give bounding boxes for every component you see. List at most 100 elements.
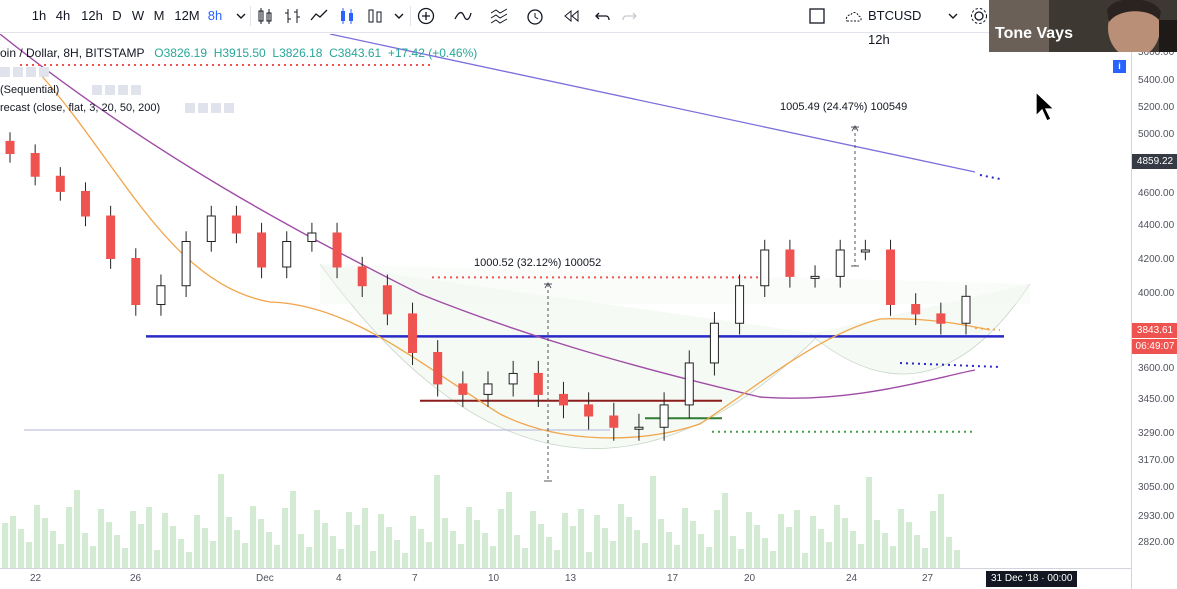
orange-dotted-extension	[974, 327, 1001, 331]
volume-bar	[482, 533, 488, 568]
interval-12h[interactable]: 12h	[81, 8, 103, 23]
volume-bar	[786, 527, 792, 568]
time-tick-label: 26	[130, 573, 142, 584]
layout-selector[interactable]: BTCUSD 12h	[868, 8, 922, 47]
candle-body	[961, 295, 971, 324]
volume-bar	[106, 522, 112, 568]
price-tick-label: 3050.00	[1138, 482, 1175, 493]
candle-body	[30, 153, 40, 177]
volume-bar	[490, 546, 496, 568]
price-tick-label: 3600.00	[1138, 363, 1175, 374]
add-indicator-icon[interactable]	[415, 5, 437, 27]
candle-body	[533, 372, 543, 395]
volume-bar	[122, 548, 128, 568]
candle-body	[231, 215, 241, 234]
time-tick-label: 27	[922, 573, 934, 584]
time-tick-label: 10	[488, 573, 500, 584]
candles-icon[interactable]	[254, 5, 276, 27]
volume-bar	[50, 531, 56, 568]
hollow-candles-icon[interactable]	[336, 5, 358, 27]
interval-m[interactable]: M	[153, 8, 165, 23]
measure-arrows-top	[851, 125, 859, 267]
volume-bar	[354, 525, 360, 568]
measure-label-mid: 1000.52 (32.12%) 100052	[474, 257, 602, 269]
replay-icon[interactable]	[560, 5, 582, 27]
volume-bar	[626, 517, 632, 568]
open-value: O3826.19	[154, 46, 208, 60]
volume-bar	[282, 508, 288, 568]
settings-box-icon[interactable]	[198, 103, 209, 114]
candle-body	[709, 322, 719, 364]
volume-bar	[234, 530, 240, 568]
indicators-icon[interactable]	[452, 5, 474, 27]
close-box-icon[interactable]	[118, 85, 129, 96]
more-box-icon[interactable]	[39, 67, 49, 78]
eye-icon[interactable]	[92, 85, 103, 96]
chevron-down-icon[interactable]	[942, 5, 964, 27]
alert-clock-icon[interactable]	[524, 5, 546, 27]
volume-bar	[146, 507, 152, 568]
more-box-icon[interactable]	[224, 103, 235, 114]
ma-blue-projection	[979, 174, 1001, 180]
indicator-legend-1[interactable]: (Sequential)	[0, 84, 144, 96]
close-box-icon[interactable]	[26, 67, 36, 78]
indicator-legend-2[interactable]: recast (close, flat, 3, 20, 50, 200)	[0, 102, 237, 114]
volume-bar	[378, 514, 384, 568]
candle-body	[785, 249, 795, 277]
interval-w[interactable]: W	[131, 8, 145, 23]
interval-12m[interactable]: 12M	[174, 8, 200, 23]
volume-bar	[554, 550, 560, 568]
volume-bar	[930, 511, 936, 568]
candle-body	[106, 215, 116, 259]
volume-bar	[34, 505, 40, 568]
chevron-down-icon[interactable]	[388, 5, 410, 27]
price-axis[interactable]: 5600.005400.005200.005000.004800.004600.…	[1131, 34, 1177, 589]
cloud-icon[interactable]	[842, 5, 864, 27]
volume-bar	[522, 548, 528, 568]
time-axis[interactable]: 31 Dec '18 · 00:00 22 26 Dec 4 7 10 13 17 20 24 27	[0, 568, 1131, 589]
last-price-label: 3843.61	[1132, 323, 1177, 338]
gear-icon[interactable]	[968, 5, 990, 27]
volume-bar	[402, 553, 408, 568]
info-icon[interactable]: i	[1113, 60, 1126, 73]
price-chart[interactable]	[0, 34, 1131, 568]
bars-icon[interactable]	[282, 5, 304, 27]
interval-1h[interactable]: 1h	[31, 8, 47, 23]
volume-bar	[18, 529, 24, 568]
interval-8h[interactable]: 8h	[207, 8, 223, 23]
fullscreen-icon[interactable]	[806, 5, 828, 27]
undo-icon[interactable]	[592, 5, 614, 27]
volume-bar	[722, 493, 728, 568]
volume-bar	[114, 535, 120, 568]
line-chart-icon[interactable]	[308, 5, 330, 27]
volume-bar	[858, 544, 864, 568]
redo-icon[interactable]	[618, 5, 640, 27]
settings-box-icon[interactable]	[105, 85, 116, 96]
eye-icon[interactable]	[185, 103, 196, 114]
legend-controls	[0, 66, 52, 78]
candle-body	[835, 249, 845, 277]
compare-icon[interactable]	[488, 5, 510, 27]
presenter-name: Tone Vays	[995, 25, 1073, 42]
interval-4h[interactable]: 4h	[55, 8, 71, 23]
volume-bar	[866, 477, 872, 568]
eye-icon[interactable]	[0, 67, 10, 78]
volume-bar	[498, 509, 504, 568]
volume-bar	[850, 531, 856, 568]
chart-style-icon[interactable]	[364, 5, 386, 27]
chevron-down-icon[interactable]	[230, 5, 252, 27]
volume-bar	[242, 543, 248, 568]
more-box-icon[interactable]	[131, 85, 142, 96]
price-tick-label: 2930.00	[1138, 511, 1175, 522]
volume-bar	[458, 544, 464, 568]
volume-bar	[826, 542, 832, 568]
close-box-icon[interactable]	[211, 103, 222, 114]
volume-bar	[642, 543, 648, 568]
volume-bar	[658, 519, 664, 568]
settings-box-icon[interactable]	[13, 67, 23, 78]
time-tick-label: 22	[30, 573, 42, 584]
time-tick-label: 13	[565, 573, 577, 584]
interval-d[interactable]: D	[112, 8, 122, 23]
candle-body	[558, 393, 568, 406]
volume-bar	[346, 512, 352, 568]
